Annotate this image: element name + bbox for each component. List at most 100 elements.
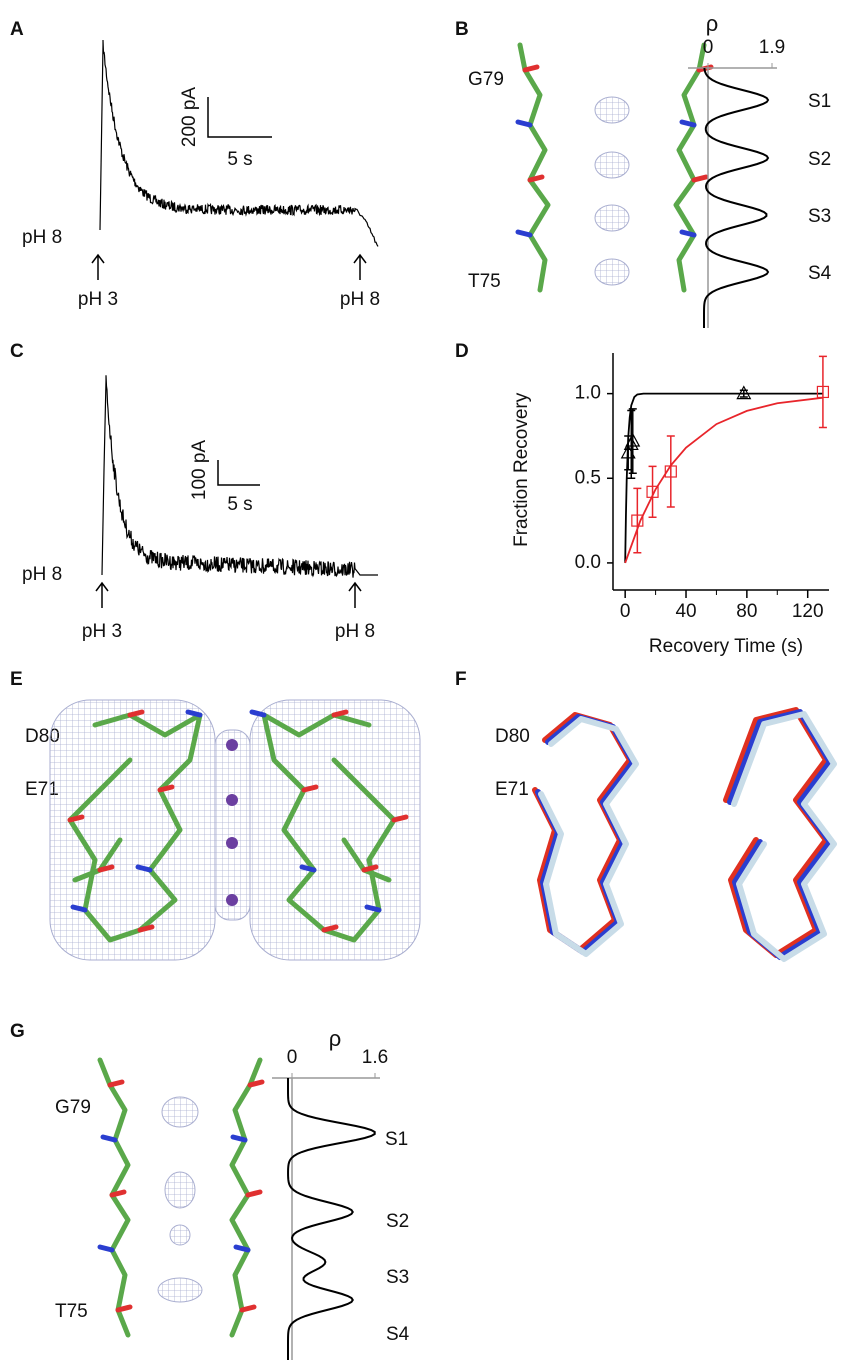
- atom: [321, 924, 339, 933]
- atom: [691, 174, 709, 183]
- atom: [679, 119, 697, 128]
- site-label: S1: [808, 91, 831, 112]
- panel-label: F: [455, 669, 467, 690]
- marker: [816, 385, 830, 399]
- backbone: [538, 716, 639, 957]
- x-tick-label: 120: [792, 601, 824, 622]
- scale-label: 5 s: [227, 149, 252, 170]
- backbone: [67, 712, 203, 943]
- error-bar: [627, 409, 636, 480]
- backbone: [229, 1057, 263, 1338]
- current-trace: [101, 375, 378, 578]
- site-label: S2: [386, 1211, 409, 1232]
- atom: [70, 904, 88, 913]
- tick-label: 0: [703, 37, 714, 58]
- density-mesh: [169, 1224, 191, 1246]
- backbone: [261, 712, 397, 943]
- ion: [226, 739, 238, 751]
- tick-label: 1.6: [362, 1047, 388, 1068]
- atom: [127, 709, 145, 718]
- current-trace: [99, 39, 379, 247]
- site-label: S2: [808, 149, 831, 170]
- arrow-label: pH 3: [82, 621, 122, 642]
- atom: [515, 229, 533, 238]
- atom: [301, 784, 319, 793]
- atom: [239, 1304, 257, 1313]
- backbone: [723, 707, 829, 958]
- backbone: [517, 42, 551, 293]
- atom: [185, 709, 203, 718]
- site-label: S4: [808, 263, 832, 284]
- atom: [230, 1134, 248, 1143]
- density-mesh: [157, 1277, 203, 1303]
- density-profile: [287, 1078, 376, 1360]
- panel-label: B: [455, 19, 469, 40]
- scale-label: 200 pA: [179, 87, 200, 148]
- fit-line: [624, 392, 823, 563]
- site-label: S4: [386, 1324, 410, 1345]
- atom: [247, 1079, 265, 1088]
- error-bar: [666, 435, 675, 508]
- atom: [100, 1134, 118, 1143]
- atom: [249, 709, 267, 718]
- density-mesh: [249, 699, 421, 961]
- start-label: pH 8: [22, 227, 62, 248]
- arrow: [91, 253, 367, 280]
- panel-label: C: [10, 341, 24, 362]
- error-bar: [628, 408, 637, 474]
- x-tick-label: 80: [736, 601, 757, 622]
- error-bar: [633, 487, 642, 554]
- atom: [109, 1189, 127, 1198]
- residue-label: G79: [468, 69, 504, 90]
- marker: [664, 465, 677, 478]
- residue-label: D80: [495, 726, 530, 747]
- panel-label: A: [10, 19, 24, 40]
- panel-label: E: [10, 669, 23, 690]
- density-mesh: [594, 151, 630, 179]
- marker: [736, 385, 752, 400]
- atom: [391, 814, 409, 823]
- density-mesh: [594, 96, 630, 124]
- y-tick-label: 0.0: [575, 552, 601, 573]
- error-bar: [648, 465, 657, 518]
- backbone: [97, 1057, 131, 1338]
- ion: [226, 837, 238, 849]
- error-bar: [818, 355, 827, 429]
- density-mesh: [594, 258, 630, 286]
- marker: [646, 485, 659, 498]
- x-axis-label: Recovery Time (s): [649, 636, 803, 657]
- ion: [226, 894, 238, 906]
- atom: [299, 864, 317, 873]
- density-profile: [703, 67, 770, 328]
- marker: [625, 432, 641, 447]
- arrow: [95, 581, 362, 608]
- atom: [157, 784, 175, 793]
- scale-label: 100 pA: [189, 440, 210, 501]
- ion: [226, 794, 238, 806]
- density-mesh: [214, 729, 251, 921]
- scale-bar: [217, 460, 260, 486]
- atom: [331, 709, 349, 718]
- atom: [135, 864, 153, 873]
- error-bar: [739, 389, 748, 398]
- atom: [107, 1079, 125, 1088]
- atom: [97, 864, 115, 873]
- atom: [233, 1244, 251, 1253]
- density-mesh: [594, 204, 630, 232]
- arrow-label: pH 8: [340, 289, 380, 310]
- site-label: S3: [808, 206, 831, 227]
- atom: [515, 119, 533, 128]
- residue-label: G79: [55, 1097, 91, 1118]
- arrow-label: pH 3: [78, 289, 118, 310]
- arrow-label: pH 8: [335, 621, 375, 642]
- atom: [361, 864, 379, 873]
- atom: [679, 229, 697, 238]
- density-symbol: ρ: [329, 1026, 342, 1051]
- site-label: S3: [386, 1267, 409, 1288]
- density-mesh: [161, 1096, 199, 1128]
- atom: [364, 904, 382, 913]
- atom: [67, 814, 85, 823]
- marker: [631, 514, 644, 527]
- start-label: pH 8: [22, 564, 62, 585]
